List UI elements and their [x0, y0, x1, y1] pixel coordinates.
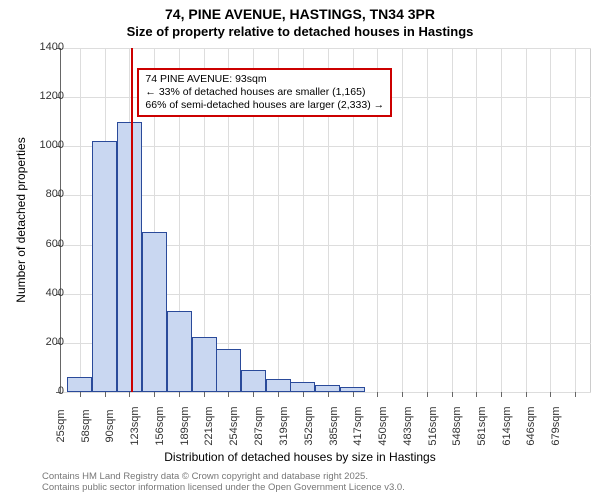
histogram-bar	[315, 385, 340, 392]
x-tick-label: 646sqm	[525, 396, 537, 456]
histogram-bar	[117, 122, 142, 392]
x-tick-label: 450sqm	[377, 396, 389, 456]
x-tick-label: 221sqm	[203, 396, 215, 456]
histogram-bar	[340, 387, 365, 392]
chart-subtitle: Size of property relative to detached ho…	[0, 24, 600, 39]
y-tick-label: 400	[24, 287, 64, 299]
callout-line-2: ← 33% of detached houses are smaller (1,…	[145, 86, 365, 98]
y-tick-label: 1000	[24, 139, 64, 151]
x-tick-label: 679sqm	[550, 396, 562, 456]
histogram-bar	[216, 349, 241, 392]
y-tick-label: 1200	[24, 90, 64, 102]
footer-line-2: Contains public sector information licen…	[42, 482, 405, 493]
chart-canvas: 74, PINE AVENUE, HASTINGS, TN34 3PR Size…	[0, 0, 600, 500]
y-axis-label: Number of detached properties	[14, 30, 28, 410]
x-tick-label: 123sqm	[129, 396, 141, 456]
x-tick-label: 417sqm	[352, 396, 364, 456]
x-tick-label: 58sqm	[80, 396, 92, 456]
histogram-bar	[92, 141, 117, 392]
histogram-bar	[192, 337, 217, 392]
callout-line-1: 74 PINE AVENUE: 93sqm	[145, 73, 266, 85]
plot-area: 74 PINE AVENUE: 93sqm← 33% of detached h…	[60, 48, 591, 393]
footer-attribution: Contains HM Land Registry data © Crown c…	[42, 472, 592, 494]
histogram-bar	[290, 382, 315, 392]
x-tick-label: 352sqm	[303, 396, 315, 456]
x-tick-label: 254sqm	[228, 396, 240, 456]
y-tick-label: 1400	[24, 41, 64, 53]
x-tick-label: 25sqm	[55, 396, 67, 456]
x-tick-label: 581sqm	[476, 396, 488, 456]
x-tick-label: 385sqm	[328, 396, 340, 456]
y-tick-label: 800	[24, 188, 64, 200]
footer-line-1: Contains HM Land Registry data © Crown c…	[42, 471, 368, 482]
x-tick-label: 287sqm	[253, 396, 265, 456]
x-tick-label: 516sqm	[427, 396, 439, 456]
histogram-bar	[241, 370, 266, 392]
x-tick-label: 90sqm	[104, 396, 116, 456]
callout-line-3: 66% of semi-detached houses are larger (…	[145, 99, 384, 111]
y-tick-label: 200	[24, 336, 64, 348]
y-tick-label: 600	[24, 238, 64, 250]
property-callout: 74 PINE AVENUE: 93sqm← 33% of detached h…	[137, 68, 392, 117]
property-marker-line	[131, 48, 133, 392]
x-tick-label: 483sqm	[402, 396, 414, 456]
x-tick-label: 189sqm	[179, 396, 191, 456]
histogram-bar	[142, 232, 167, 392]
histogram-bar	[67, 377, 92, 392]
x-tick-label: 548sqm	[451, 396, 463, 456]
x-tick-label: 156sqm	[154, 396, 166, 456]
chart-title: 74, PINE AVENUE, HASTINGS, TN34 3PR	[0, 6, 600, 22]
x-tick-label: 614sqm	[501, 396, 513, 456]
histogram-bar	[266, 379, 291, 393]
x-tick-label: 319sqm	[278, 396, 290, 456]
histogram-bar	[167, 311, 192, 392]
